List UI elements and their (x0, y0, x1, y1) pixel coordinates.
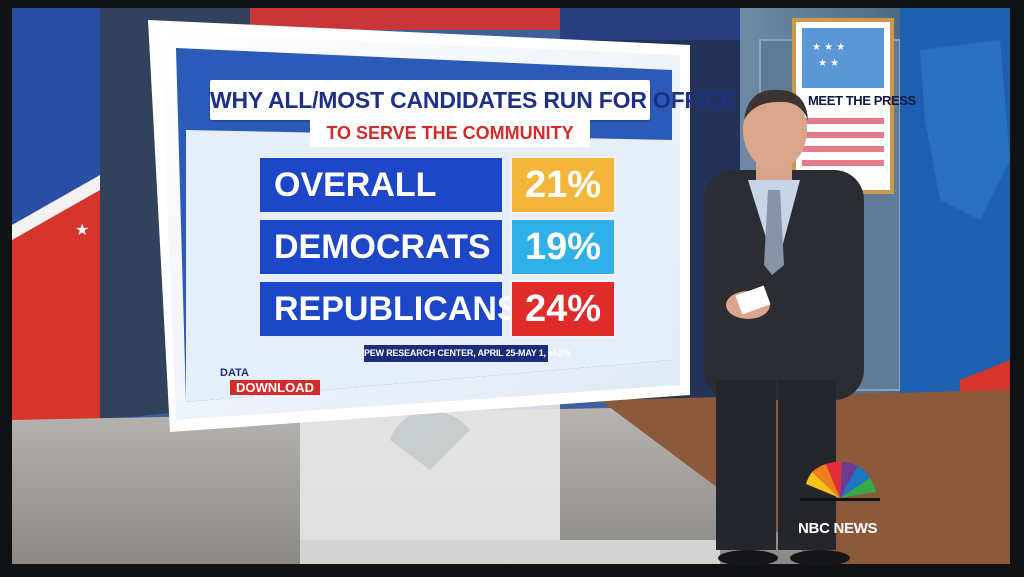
brand-bottom: DOWNLOAD (230, 380, 320, 395)
presenter-figure (704, 89, 864, 566)
stat-value: 19% (510, 218, 616, 276)
stat-value: 21% (510, 156, 616, 214)
stat-label: OVERALL (258, 156, 504, 214)
brand-top: DATA (220, 367, 249, 379)
svg-text:★ ★ ★: ★ ★ ★ (812, 42, 845, 53)
svg-text:★ ★: ★ ★ (818, 58, 839, 69)
network-logo-text: NBC NEWS (798, 520, 878, 537)
data-board-graphic: WHY ALL/MOST CANDIDATES RUN FOR OFFICE T… (180, 50, 736, 395)
data-download-logo: DATA DOWNLOAD (220, 367, 320, 397)
svg-text:★: ★ (75, 220, 89, 239)
source-note: PEW RESEARCH CENTER, APRIL 25-MAY 1, +/-… (364, 345, 571, 362)
stat-label: REPUBLICANS (258, 280, 520, 338)
board-subtitle: TO SERVE THE COMMUNITY (310, 120, 590, 147)
stat-label: DEMOCRATS (258, 218, 504, 276)
stat-value: 24% (510, 280, 616, 338)
meet-the-press-poster: MEET THE PRESS (808, 93, 916, 108)
peacock-logo (800, 461, 880, 501)
board-title: WHY ALL/MOST CANDIDATES RUN FOR OFFICE (210, 80, 736, 120)
